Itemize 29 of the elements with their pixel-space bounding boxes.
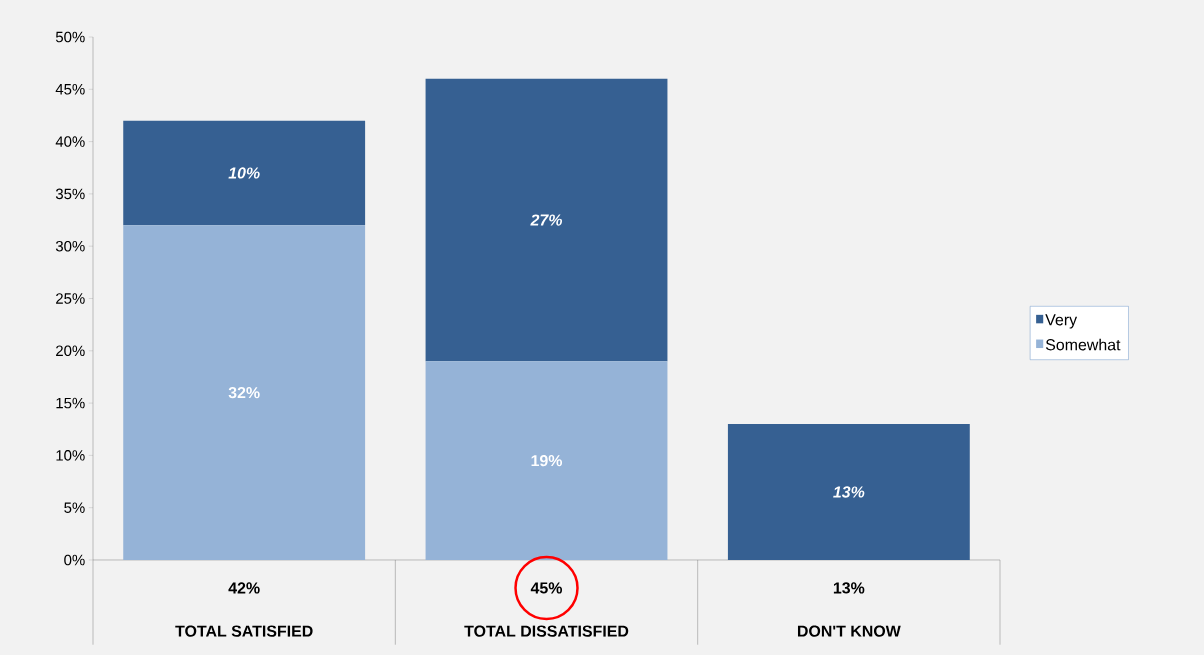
total-label: 45% [530,582,563,594]
bar [425,361,668,560]
data-label: 19% [531,454,563,467]
y-tick-label: 35% [55,188,85,200]
y-tick-label: 25% [56,293,85,304]
y-tick-label: 20% [56,345,85,357]
data-label: 13% [833,486,865,498]
y-tick-label: 15% [56,397,85,409]
total-label: 42% [228,582,260,594]
bar [123,120,366,226]
x-tick-label: DON'T KNOW [797,625,901,637]
x-tick-label: TOTAL SATISFIED [175,625,313,637]
y-tick-label: 10% [56,450,85,461]
y-tick-label: 45% [55,84,85,95]
legend-label: Very [1045,314,1078,329]
bar [425,78,668,362]
x-tick-label: TOTAL DISSATISFIED [464,625,629,637]
data-label: 10% [228,167,260,179]
y-tick-label: 50% [55,31,85,43]
y-tick-label: 40% [55,136,85,147]
legend-label: Somewhat [1045,338,1121,351]
data-label: 27% [530,214,563,226]
bar [727,424,970,560]
bar [123,225,366,560]
data-label: 32% [228,386,260,399]
total-label: 13% [833,582,865,594]
y-tick-label: 30% [55,240,85,252]
y-tick-label: 0% [64,554,85,566]
y-tick-label: 5% [64,502,85,513]
